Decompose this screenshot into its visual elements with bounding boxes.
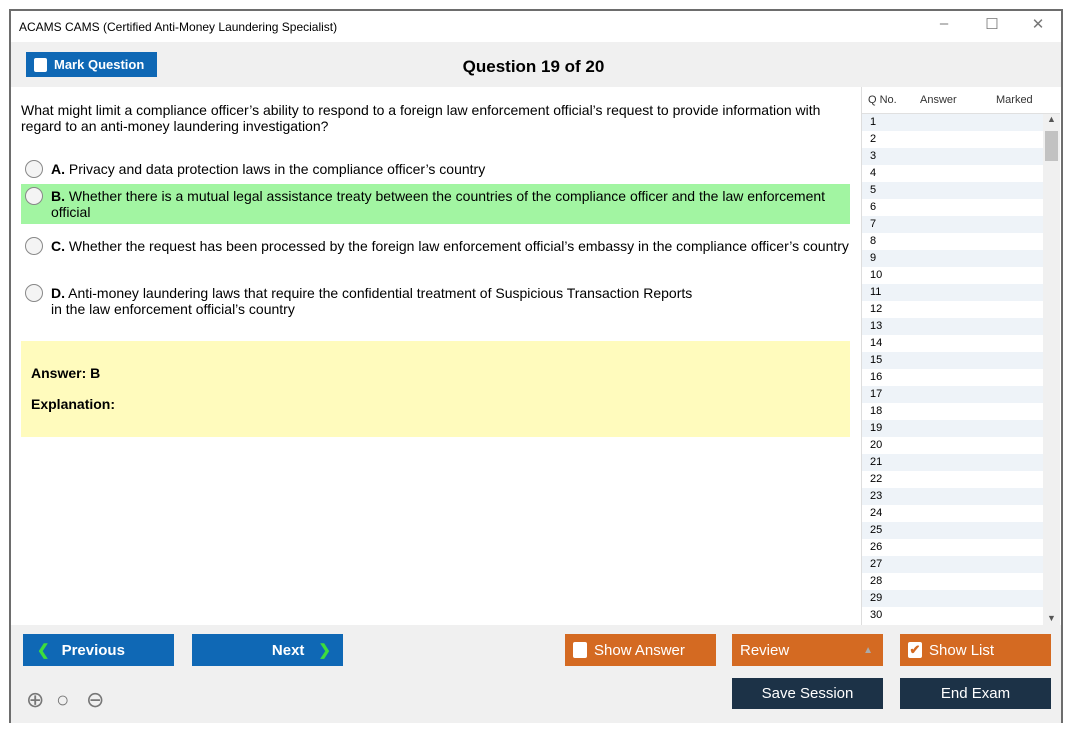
option-text: Whether there is a mutual legal assistan… (51, 188, 826, 220)
question-counter: Question 19 of 20 (462, 57, 605, 76)
review-label: Review (740, 641, 790, 659)
list-rows: 1 2 3 4 5 6 7 8 9 10 11 12 13 14 15 16 17 18 19 20 21 22 23 24 2… (862, 114, 1060, 624)
list-header: Q No. Answer Marked (862, 87, 1060, 114)
list-item[interactable]: 9 (862, 250, 1044, 267)
list-item[interactable]: 3 (862, 148, 1044, 165)
list-item[interactable]: 17 (862, 386, 1044, 403)
list-item[interactable]: 28 (870, 575, 883, 587)
list-item[interactable]: 19 (862, 420, 1044, 437)
list-item[interactable]: 8 (870, 235, 877, 247)
next-label: Next (271, 641, 305, 659)
option-b[interactable]: B. Whether there is a mutual legal assis… (21, 184, 850, 224)
option-text: Whether the request has been processed b… (68, 238, 849, 254)
list-item[interactable]: 10 (870, 269, 883, 281)
list-item[interactable]: 15 (862, 352, 1044, 369)
question-text: What might limit a compliance officer’s … (21, 102, 821, 134)
chevron-left-icon: ❮ (37, 642, 50, 659)
radio-icon[interactable] (25, 237, 43, 255)
previous-button[interactable]: ❮ Previous (23, 634, 174, 666)
list-item[interactable]: 30 (870, 609, 883, 621)
list-item[interactable]: 16 (870, 371, 883, 383)
caret-up-icon: ▲ (863, 644, 873, 656)
list-item[interactable]: 22 (870, 473, 883, 485)
option-c[interactable]: C. Whether the request has been processe… (21, 234, 850, 258)
option-text: Privacy and data protection laws in the … (68, 161, 486, 177)
mark-question-button[interactable]: Mark Question (26, 52, 157, 77)
list-item[interactable]: 20 (870, 439, 883, 451)
app-window: ACAMS CAMS (Certified Anti-Money Launder… (9, 9, 1063, 723)
answer-label: Answer: B (31, 365, 101, 381)
option-letter: B. (51, 188, 65, 204)
scroll-down-icon[interactable]: ▼ (1047, 613, 1056, 623)
chevron-right-icon: ❯ (318, 642, 331, 659)
footer: ❮ Previous Next ❯ Show Answer Review ▲ ✔ Sho… (11, 625, 1061, 723)
option-letter: D. (51, 285, 65, 301)
list-item[interactable]: 29 (862, 590, 1044, 607)
header-qno: Q No. (868, 94, 897, 106)
scroll-thumb[interactable] (1045, 131, 1058, 161)
option-letter: A. (51, 161, 65, 177)
show-list-button[interactable]: ✔ Show List (900, 634, 1051, 666)
header-answer: Answer (920, 94, 957, 106)
zoom-in-icon[interactable]: ⊕ (26, 687, 45, 712)
list-item[interactable]: 27 (862, 556, 1044, 573)
list-item[interactable]: 1 (862, 114, 1044, 131)
review-dropdown[interactable]: Review ▲ (732, 634, 883, 666)
list-item[interactable]: 4 (870, 167, 877, 179)
list-item[interactable]: 2 (870, 133, 877, 145)
close-button[interactable]: ✕ (1031, 16, 1045, 33)
list-item[interactable]: 11 (862, 284, 1044, 301)
toolbar: Mark Question Question 19 of 20 (11, 42, 1061, 87)
zoom-reset-icon[interactable]: ○ (56, 687, 70, 712)
title-bar: ACAMS CAMS (Certified Anti-Money Launder… (11, 11, 1061, 42)
list-item[interactable]: 24 (870, 507, 883, 519)
option-a[interactable]: A. Privacy and data protection laws in t… (21, 157, 850, 181)
scrollbar[interactable]: ▲ ▼ (1043, 114, 1060, 625)
save-session-button[interactable]: Save Session (732, 678, 883, 709)
maximize-button[interactable]: ☐ (985, 16, 999, 33)
minimize-button[interactable]: – (939, 15, 949, 32)
mark-question-label: Mark Question (54, 57, 145, 72)
checkmark-icon: ✔ (908, 642, 922, 658)
window-title: ACAMS CAMS (Certified Anti-Money Launder… (19, 20, 338, 34)
list-item[interactable]: 13 (862, 318, 1044, 335)
checkbox-icon (573, 642, 587, 658)
checkbox-icon (34, 57, 47, 72)
radio-icon[interactable] (25, 160, 43, 178)
end-exam-button[interactable]: End Exam (900, 678, 1051, 709)
radio-icon[interactable] (25, 187, 43, 205)
zoom-out-icon[interactable]: ⊖ (86, 687, 105, 712)
list-item[interactable]: 26 (870, 541, 883, 553)
list-item[interactable]: 6 (870, 201, 877, 213)
option-text: Anti-money laundering laws that require … (51, 285, 693, 317)
show-list-label: Show List (929, 641, 995, 659)
list-item[interactable]: 7 (862, 216, 1044, 233)
list-item[interactable]: 18 (870, 405, 883, 417)
scroll-up-icon[interactable]: ▲ (1047, 114, 1056, 124)
list-item[interactable]: 25 (862, 522, 1044, 539)
next-button[interactable]: Next ❯ (192, 634, 343, 666)
show-answer-label: Show Answer (594, 641, 685, 659)
option-letter: C. (51, 238, 65, 254)
explanation-label: Explanation: (31, 396, 116, 412)
question-area: What might limit a compliance officer’s … (11, 87, 861, 625)
previous-label: Previous (61, 641, 125, 659)
list-item[interactable]: 21 (862, 454, 1044, 471)
option-d[interactable]: D. Anti-money laundering laws that requi… (21, 281, 701, 321)
header-marked: Marked (996, 94, 1033, 106)
list-item[interactable]: 23 (862, 488, 1044, 505)
list-item[interactable]: 14 (870, 337, 883, 349)
list-item[interactable]: 5 (862, 182, 1044, 199)
question-list-panel: Q No. Answer Marked 1 2 3 4 5 6 7 8 9 10 11 12 13 14 1… (861, 87, 1060, 625)
show-answer-button[interactable]: Show Answer (565, 634, 716, 666)
list-item[interactable]: 12 (870, 303, 883, 315)
radio-icon[interactable] (25, 284, 43, 302)
answer-box: Answer: B Explanation: (21, 341, 850, 437)
